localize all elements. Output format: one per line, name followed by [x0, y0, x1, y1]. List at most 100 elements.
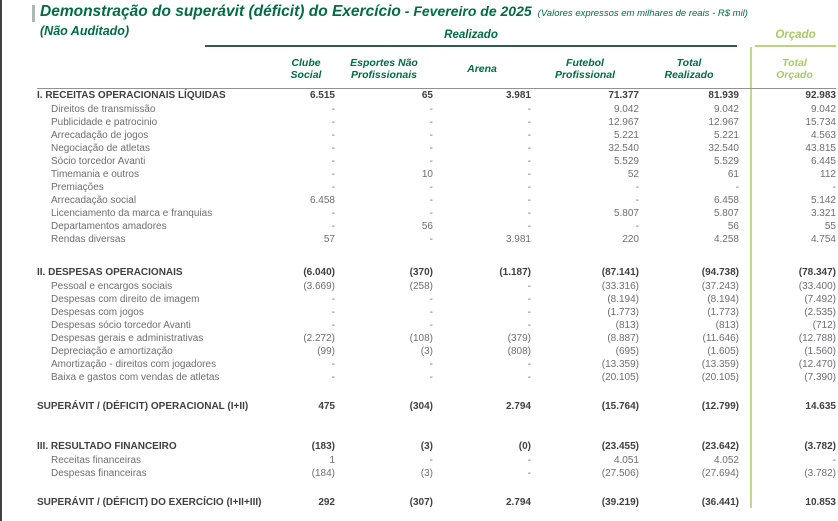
value-cell: (23.455): [601, 440, 639, 452]
spacer-cell: [37, 414, 836, 440]
table-row: Departamentos amadores - 56 - - 56 55: [37, 220, 836, 233]
financial-table: Clube Social Esportes Não Profissionais Ar…: [37, 50, 836, 510]
value-cell: (27.694): [701, 467, 739, 479]
value-cell: -: [429, 155, 433, 167]
value-cell: 3.981: [505, 233, 531, 245]
value-cell: (3): [420, 440, 433, 452]
value-cell: (33.400): [798, 280, 836, 292]
column-header: Clube Social: [277, 50, 335, 89]
value-cell: 71.377: [608, 89, 639, 101]
value-cell: (808): [507, 345, 531, 357]
value-cell: -: [331, 358, 335, 370]
table-row: Sócio torcedor Avanti - - - 5.529 5.529 6.445: [37, 155, 836, 168]
row-label: Depreciação e amortização: [51, 345, 173, 357]
value-cell: 56: [421, 220, 433, 232]
value-cell: 4.052: [713, 454, 739, 466]
value-cell: (307): [409, 496, 433, 508]
value-cell: -: [527, 306, 531, 318]
row-label: Despesas financeiras: [51, 467, 147, 479]
value-cell: -: [429, 207, 433, 219]
value-cell: -: [429, 233, 433, 245]
table-row: I. RECEITAS OPERACIONAIS LÍQUIDAS 6.515 65…: [37, 88, 836, 103]
value-cell: -: [331, 129, 335, 141]
row-label: III. RESULTADO FINANCEIRO: [37, 440, 177, 452]
value-cell: 292: [318, 496, 335, 508]
value-cell: 6.515: [309, 89, 335, 101]
row-label: Baixa e gastos com vendas de atletas: [51, 371, 220, 383]
spacer-cell: [37, 384, 836, 400]
value-cell: -: [527, 194, 531, 206]
value-cell: -: [527, 293, 531, 305]
table-row: Depreciação e amortização (99) (3) (808) (69…: [37, 345, 836, 358]
value-cell: 2.794: [505, 400, 531, 412]
row-label: Negociação de atletas: [51, 142, 150, 154]
value-cell: -: [527, 371, 531, 383]
value-cell: -: [832, 181, 836, 193]
value-cell: 220: [622, 233, 639, 245]
value-cell: -: [527, 116, 531, 128]
spacer-row: [37, 480, 836, 496]
statement-title: Demonstração do superávit (déficit) do E…: [40, 3, 401, 20]
value-cell: -: [527, 142, 531, 154]
value-cell: -: [527, 207, 531, 219]
value-cell: (13.359): [701, 358, 739, 370]
value-cell: -: [635, 220, 639, 232]
value-cell: (11.646): [702, 332, 739, 344]
orcado-group-header: Orçado: [775, 29, 816, 41]
column-header: Futebol Profissional: [531, 50, 639, 89]
value-cell: (184): [311, 467, 335, 479]
row-label-column-header: [37, 50, 277, 89]
value-cell: -: [527, 220, 531, 232]
column-header: Total Orçado: [739, 50, 836, 89]
value-cell: (20.105): [701, 371, 739, 383]
value-cell: 10: [421, 168, 433, 180]
value-cell: 57: [323, 233, 335, 245]
row-label: Despesas com direito de imagem: [51, 293, 200, 305]
row-label: Despesas com jogos: [51, 306, 144, 318]
value-cell: -: [527, 155, 531, 167]
value-cell: -: [331, 103, 335, 115]
value-cell: -: [429, 358, 433, 370]
page-title: Demonstração do superávit (déficit) do E…: [40, 3, 748, 21]
statement-period: - Fevereiro de 2025: [400, 3, 532, 19]
value-cell: -: [527, 467, 531, 479]
row-label: Despesas gerais e administrativas: [51, 332, 204, 344]
value-cell: 3.321: [810, 207, 836, 219]
value-cell: (78.347): [798, 266, 836, 278]
value-cell: -: [832, 454, 836, 466]
value-cell: -: [429, 181, 433, 193]
value-cell: (712): [812, 319, 836, 331]
table-row: Negociação de atletas - - - 32.540 32.540 43.8…: [37, 142, 836, 155]
value-cell: 15.734: [805, 116, 836, 128]
values-unit-note: (Valores expressos em milhares de reais …: [537, 8, 748, 19]
value-cell: (108): [409, 332, 433, 344]
value-cell: -: [527, 319, 531, 331]
value-cell: (3): [420, 467, 433, 479]
spacer-cell: [37, 480, 836, 496]
value-cell: 14.635: [805, 400, 836, 412]
row-label: Direitos de transmissão: [51, 103, 156, 115]
table-row: Despesas com direito de imagem - - - (8.194)…: [37, 293, 836, 306]
value-cell: -: [331, 319, 335, 331]
row-label: Timemania e outros: [51, 168, 139, 180]
table-row: SUPERÁVIT / (DÉFICIT) DO EXERCÍCIO (I+II…: [37, 496, 836, 510]
value-cell: 4.258: [713, 233, 739, 245]
value-cell: -: [331, 181, 335, 193]
realizado-underline: [205, 45, 737, 47]
value-cell: 43.815: [805, 142, 836, 154]
realizado-group-header: Realizado: [444, 29, 498, 41]
value-cell: -: [527, 358, 531, 370]
value-cell: (87.141): [601, 266, 639, 278]
table-row: II. DESPESAS OPERACIONAIS (6.040) (370) (1.…: [37, 266, 836, 280]
value-cell: 55: [824, 220, 836, 232]
spacer-row: [37, 414, 836, 440]
value-cell: -: [429, 142, 433, 154]
value-cell: -: [735, 181, 739, 193]
value-cell: (12.470): [798, 358, 836, 370]
value-cell: 2.794: [505, 496, 531, 508]
value-cell: (370): [409, 266, 433, 278]
value-cell: -: [331, 168, 335, 180]
value-cell: (8.887): [607, 332, 639, 344]
row-label: Amortização - direitos com jogadores: [51, 358, 217, 370]
value-cell: (258): [409, 280, 433, 292]
